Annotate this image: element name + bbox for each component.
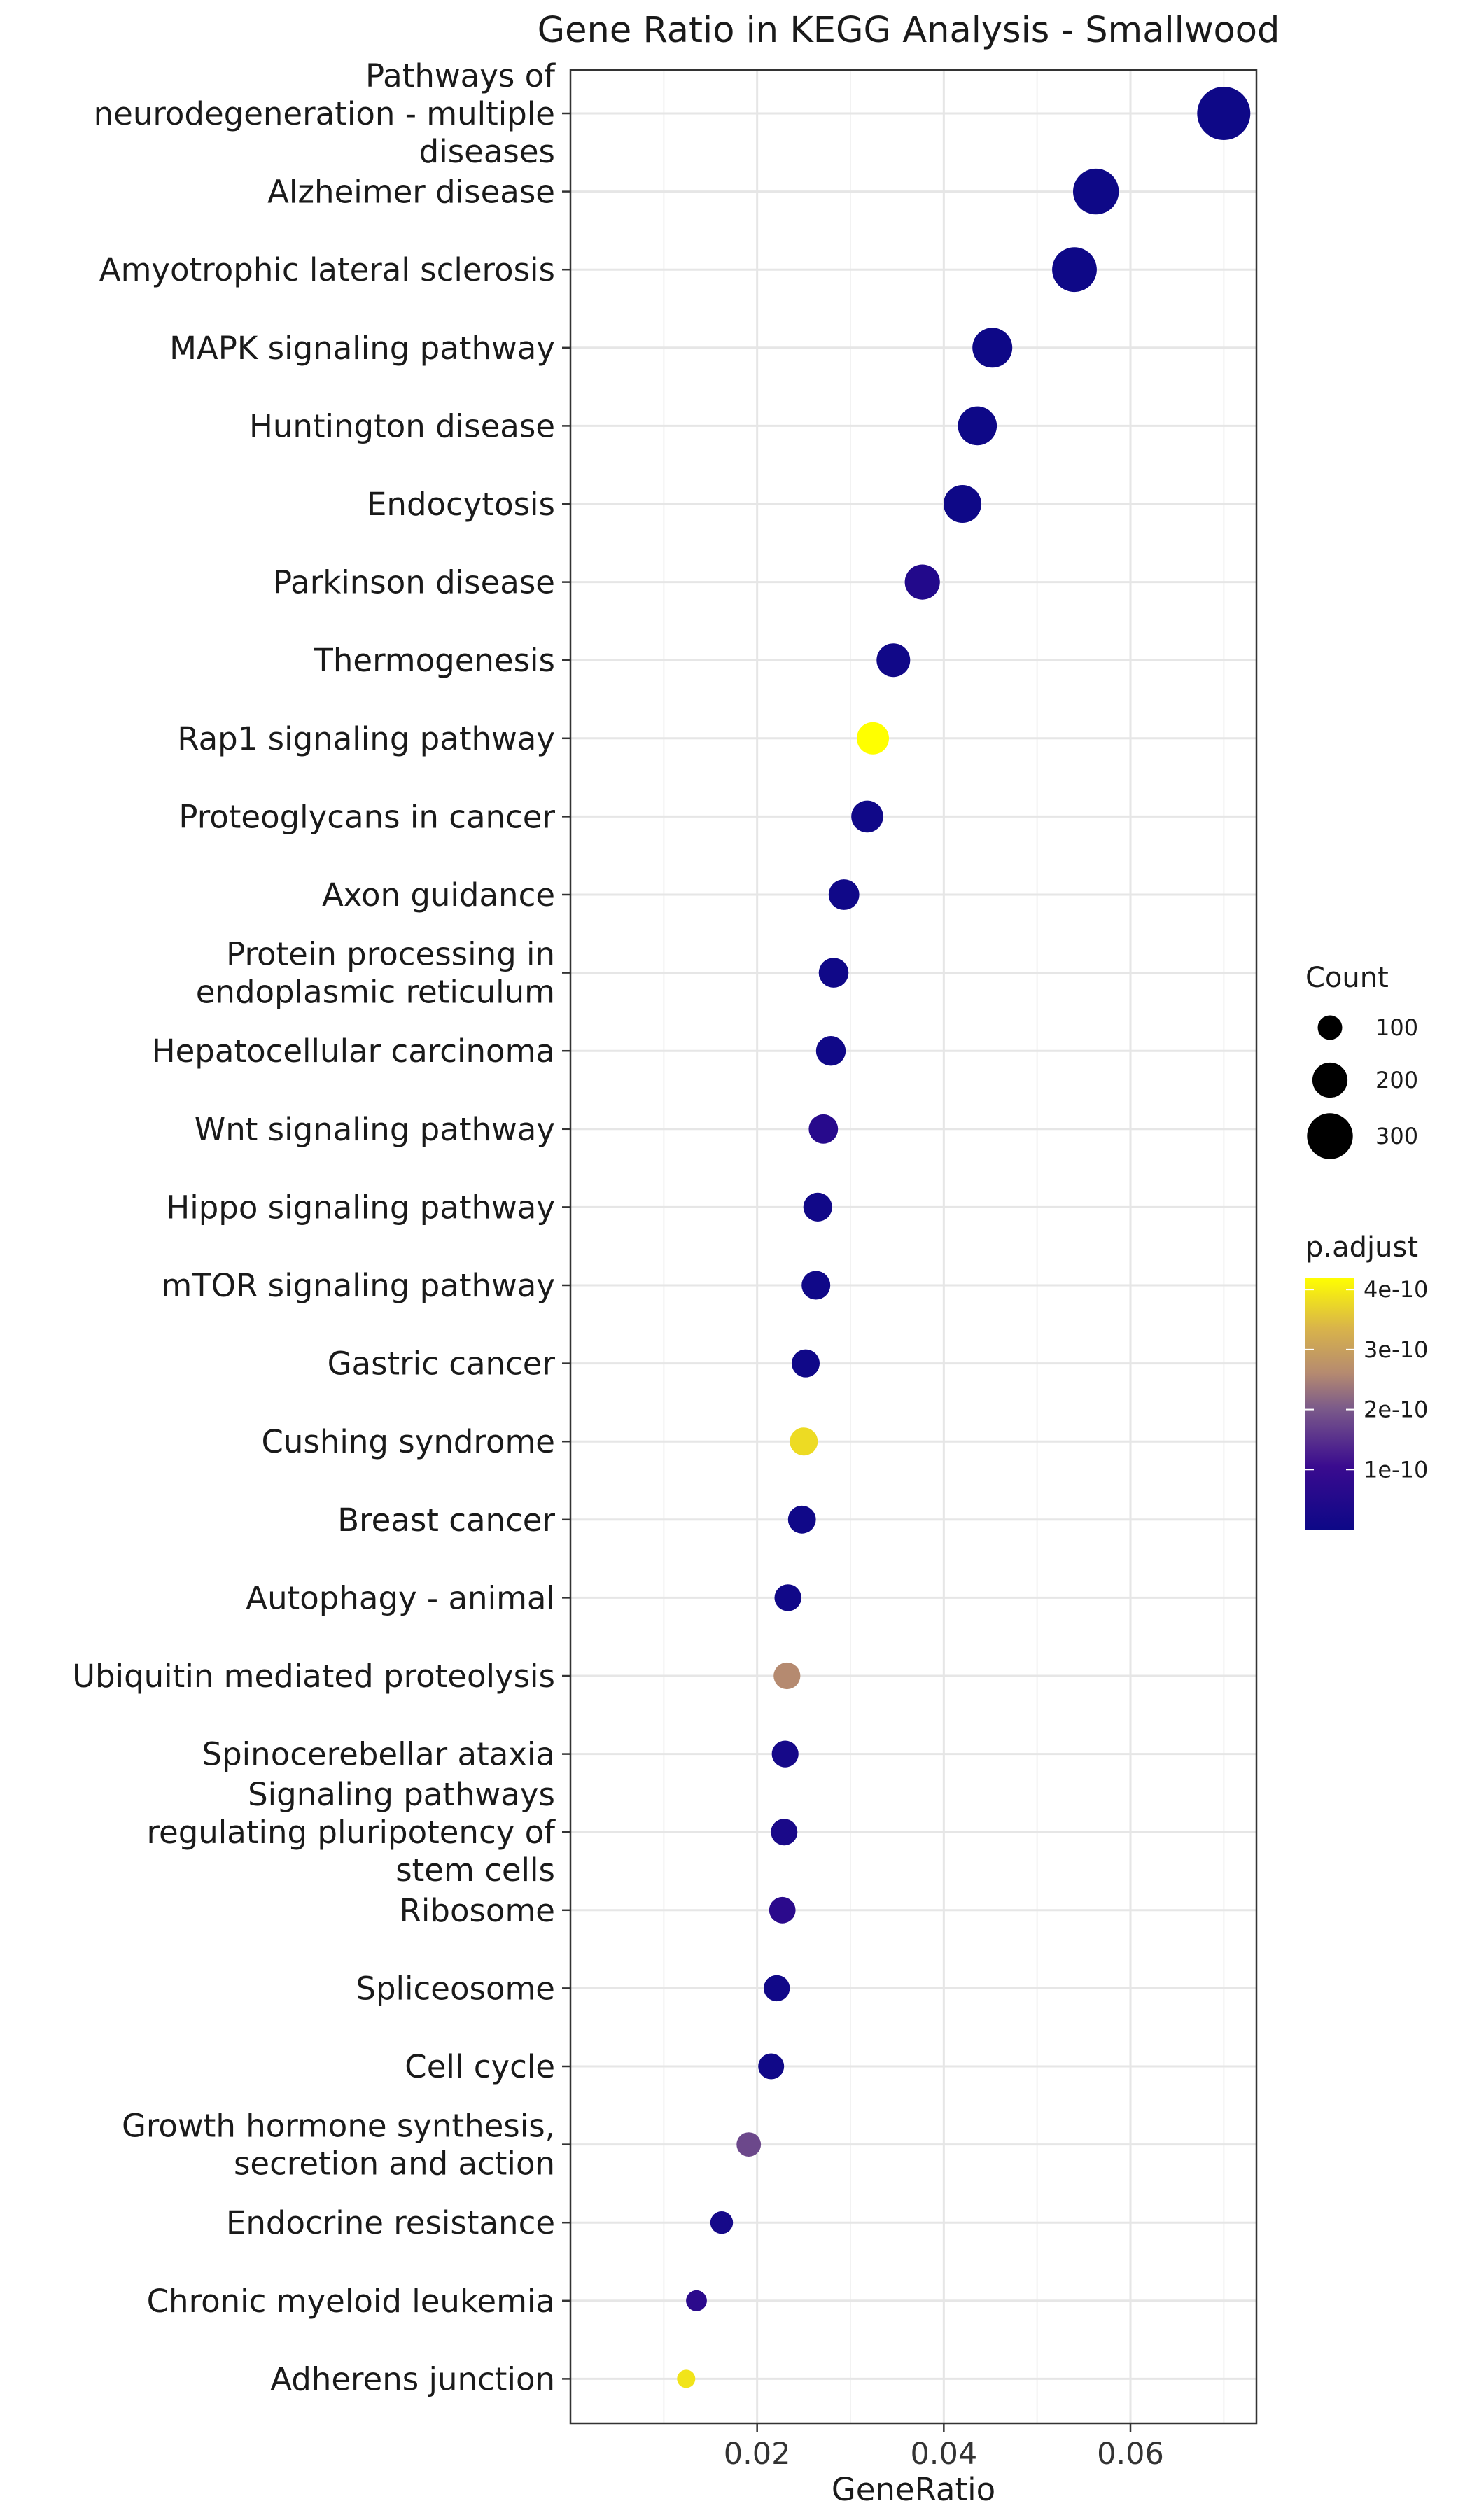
data-point (803, 1192, 832, 1222)
y-tick-label: Breast cancer (337, 1502, 555, 1539)
x-axis-title: GeneRatio (832, 2471, 995, 2508)
y-axis-tick-labels: Pathways of neurodegeneration - multiple d… (72, 57, 570, 2398)
data-point (972, 328, 1013, 368)
p-adjust-legend-label: 1e-10 (1364, 1456, 1428, 1483)
y-tick-label: Spinocerebellar ataxia (202, 1736, 555, 1773)
p-adjust-legend-title: p.adjust (1306, 1231, 1418, 1264)
data-point (790, 1427, 818, 1456)
data-point (828, 879, 860, 910)
y-tick-label: Wnt signaling pathway (195, 1111, 555, 1148)
data-point (792, 1349, 820, 1378)
y-tick-label: Protein processing in endoplasmic reticul… (196, 936, 555, 1011)
x-tick-label: 0.04 (910, 2437, 977, 2472)
data-point (677, 2370, 696, 2388)
y-tick-label: Proteoglycans in cancer (178, 798, 555, 835)
data-point (944, 485, 981, 523)
y-tick-label: Rap1 signaling pathway (177, 720, 555, 757)
y-tick-label: Axon guidance (322, 876, 555, 913)
p-adjust-legend-label: 2e-10 (1364, 1396, 1428, 1423)
data-points (677, 87, 1251, 2388)
data-point (788, 1505, 816, 1534)
x-axis-tick-labels: 0.02 0.04 0.06 (724, 2423, 1164, 2472)
chart-title: Gene Ratio in KEGG Analysis - Smallwood (538, 10, 1280, 51)
data-point (710, 2211, 734, 2234)
x-tick-label: 0.02 (724, 2437, 791, 2472)
x-tick-label: 0.06 (1097, 2437, 1164, 2472)
data-point (736, 2132, 762, 2157)
count-legend-label: 200 (1376, 1067, 1418, 1093)
data-point (816, 1036, 846, 1066)
data-point (758, 2053, 785, 2080)
p-adjust-legend-label: 3e-10 (1364, 1336, 1428, 1363)
y-tick-label: Chronic myeloid leukemia (147, 2283, 555, 2320)
y-tick-label: Alzheimer disease (267, 174, 555, 211)
y-tick-label: mTOR signaling pathway (161, 1267, 555, 1304)
count-legend-label: 100 (1376, 1014, 1418, 1041)
data-point (774, 1584, 802, 1611)
data-point (771, 1819, 798, 1846)
data-point (1197, 87, 1251, 140)
y-tick-label: Thermogenesis (313, 642, 555, 679)
data-point (1073, 168, 1119, 215)
data-point (769, 1896, 796, 1924)
y-tick-label: Ubiquitin mediated proteolysis (72, 1658, 555, 1695)
y-tick-label: MAPK signaling pathway (169, 330, 555, 367)
data-point (857, 722, 889, 755)
data-point (1052, 247, 1097, 293)
count-legend: Count 100 200 300 (1306, 962, 1418, 1159)
data-point (818, 958, 849, 988)
data-point (771, 1740, 799, 1768)
data-point (876, 643, 911, 678)
y-tick-label: Endocrine resistance (226, 2204, 555, 2241)
y-tick-label: Hippo signaling pathway (166, 1189, 555, 1226)
y-tick-label: Amyotrophic lateral sclerosis (99, 251, 555, 288)
y-tick-label: Signaling pathways regulating pluripotenc… (147, 1776, 556, 1889)
data-point (686, 2290, 707, 2311)
y-tick-label: Growth hormone synthesis, secretion and a… (122, 2108, 555, 2183)
y-tick-label: Endocytosis (367, 486, 555, 523)
y-tick-label: Ribosome (400, 1892, 555, 1929)
p-adjust-legend-label: 4e-10 (1364, 1276, 1428, 1303)
count-legend-dot (1317, 1015, 1343, 1040)
data-point (774, 1662, 801, 1690)
data-point (904, 564, 940, 600)
y-tick-label: Cell cycle (405, 2048, 555, 2085)
y-tick-label: Adherens junction (270, 2360, 555, 2398)
data-point (958, 406, 997, 446)
count-legend-dot (1312, 1062, 1348, 1098)
y-tick-label: Spliceosome (356, 1970, 555, 2007)
y-tick-label: Cushing syndrome (261, 1423, 555, 1460)
count-legend-label: 300 (1376, 1123, 1418, 1149)
data-point (802, 1270, 831, 1300)
p-adjust-colorbar (1306, 1278, 1354, 1530)
y-tick-label: Hepatocellular carcinoma (152, 1032, 555, 1070)
data-point (851, 800, 883, 833)
y-tick-label: Huntington disease (249, 407, 555, 444)
y-tick-label: Gastric cancer (328, 1345, 556, 1382)
data-point (764, 1975, 790, 2002)
plot-panel-border (569, 69, 1258, 2425)
p-adjust-legend: p.adjust 1e-10 2e-10 3e-10 4e-10 (1306, 1231, 1428, 1530)
y-tick-label: Parkinson disease (273, 564, 555, 601)
data-point (808, 1114, 839, 1144)
y-tick-label: Autophagy - animal (246, 1579, 555, 1616)
y-tick-label: Pathways of neurodegeneration - multiple d… (94, 57, 556, 170)
plot-panel-background (570, 70, 1256, 2423)
count-legend-title: Count (1306, 962, 1389, 994)
count-legend-dot (1307, 1113, 1353, 1159)
